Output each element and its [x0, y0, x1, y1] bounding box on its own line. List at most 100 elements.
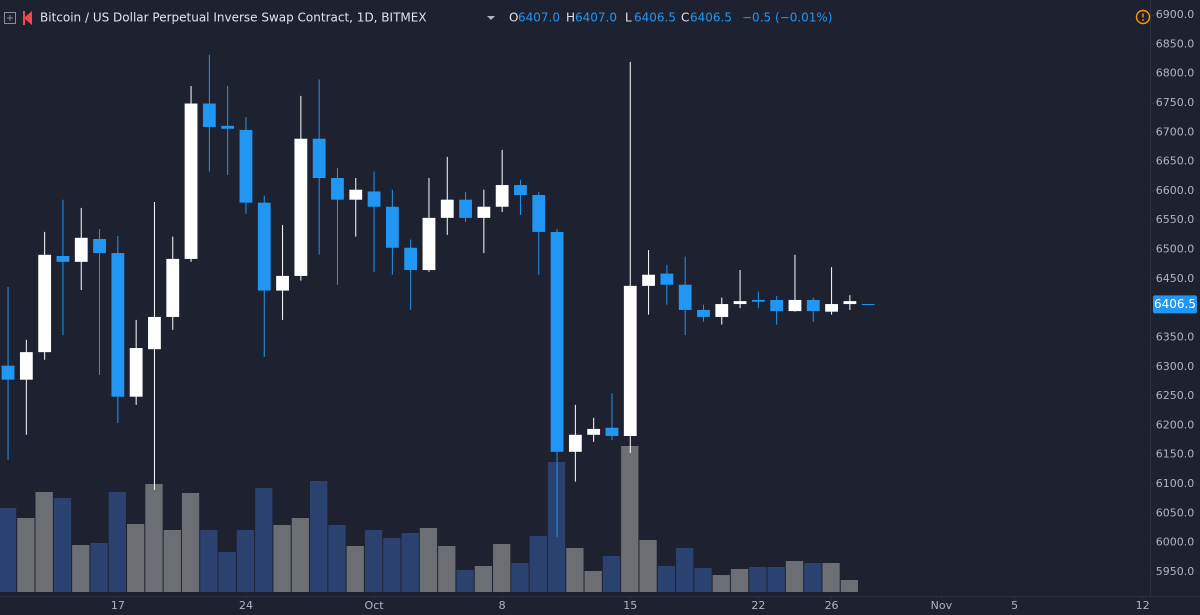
volume-bar: [328, 525, 346, 592]
candle-body: [715, 304, 729, 317]
volume-bar: [255, 488, 273, 592]
y-tick-label: 6200.0: [1156, 418, 1195, 431]
volume-bar: [804, 563, 822, 592]
y-tick-label: 6350.0: [1156, 330, 1195, 343]
volume-bar: [639, 540, 657, 592]
ohlc-legend: O 6407.0 H 6407.0 L 6406.5 C 6406.5 −0.5 (−0.01%…: [509, 11, 833, 25]
volume-bar: [493, 544, 511, 592]
candle-body: [184, 103, 198, 259]
candle-body: [788, 299, 802, 312]
volume-bar: [419, 528, 438, 592]
volume-bar: [17, 518, 35, 592]
candle-body: [422, 217, 436, 271]
candle-body: [276, 275, 289, 291]
volume-bar: [712, 575, 730, 592]
volume-bar: [364, 530, 383, 592]
warning-icon[interactable]: [1135, 9, 1151, 25]
volume-bar: [218, 552, 236, 592]
volume-bar: [785, 561, 804, 592]
candle-body: [349, 189, 363, 200]
candle-body: [202, 103, 216, 127]
y-tick-label: 6100.0: [1156, 477, 1195, 490]
y-tick-label: 6300.0: [1156, 360, 1195, 373]
candle-body: [861, 304, 875, 306]
volume-bar: [730, 569, 749, 592]
volume-bar: [236, 530, 255, 592]
x-tick-label: 22: [751, 599, 765, 612]
candle-body: [239, 129, 253, 203]
last-price-label: 6406.5: [1154, 297, 1196, 311]
candle-body: [385, 206, 399, 248]
volume-bar: [767, 567, 785, 592]
candle-body: [678, 284, 692, 310]
candle-body: [843, 301, 857, 305]
last-price-box: [1153, 295, 1197, 314]
candle-body: [111, 253, 125, 397]
candle-body: [825, 304, 838, 312]
candle-body: [440, 199, 454, 218]
candle-body: [770, 299, 784, 312]
y-tick-label: 6850.0: [1156, 37, 1195, 50]
y-tick-label: 6250.0: [1156, 389, 1195, 402]
legend-value: 6406.5: [690, 11, 732, 25]
candle-body: [495, 185, 509, 207]
volume-bar: [145, 484, 163, 592]
y-tick-label: 6700.0: [1156, 125, 1195, 138]
y-tick-label: 6150.0: [1156, 448, 1195, 461]
x-tick-label: 12: [1136, 599, 1150, 612]
candle-body: [514, 185, 527, 195]
candle-body: [166, 258, 180, 317]
volume-bar: [72, 545, 90, 592]
volume-bar: [529, 536, 547, 592]
y-tick-label: 6050.0: [1156, 506, 1195, 519]
collapse-icon[interactable]: [4, 12, 16, 24]
y-tick-label: 6450.0: [1156, 272, 1195, 285]
legend-value: 6406.5: [634, 11, 676, 25]
volume-bar: [694, 568, 712, 592]
candle-body: [587, 428, 601, 435]
title-menu-caret[interactable]: [487, 16, 495, 20]
chart-title: Bitcoin / US Dollar Perpetual Inverse Sw…: [40, 11, 427, 25]
candle-body: [129, 348, 143, 397]
legend-key: L: [625, 11, 632, 25]
y-tick-label: 6000.0: [1156, 536, 1195, 549]
y-tick-label: 5950.0: [1156, 565, 1195, 578]
volume-bar: [621, 446, 639, 592]
volume-bar: [0, 508, 17, 592]
volume-bar: [456, 570, 474, 592]
y-tick-label: 6800.0: [1156, 67, 1195, 80]
x-tick-label: 15: [623, 599, 637, 612]
candle-body: [331, 177, 344, 200]
candle-body: [751, 299, 765, 302]
volume-bar: [291, 518, 310, 592]
candle-body: [459, 199, 472, 218]
candle-body: [660, 273, 674, 285]
legend-key: C: [681, 11, 689, 25]
candle-body: [568, 434, 582, 452]
y-tick-label: 6750.0: [1156, 96, 1195, 109]
y-tick-label: 6550.0: [1156, 213, 1195, 226]
volume-bar: [602, 556, 621, 592]
candle-body: [1, 365, 15, 380]
candle-body: [19, 352, 33, 380]
warning-icon-dot: [1142, 19, 1144, 21]
candle-body: [257, 202, 271, 291]
volume-bar: [200, 530, 218, 592]
candle-body: [642, 274, 655, 286]
volume-bar: [840, 580, 859, 592]
y-tick-label: 6900.0: [1156, 8, 1195, 21]
candle-body: [294, 138, 308, 276]
volume-bar: [822, 563, 840, 592]
y-tick-label: 6500.0: [1156, 243, 1195, 256]
candle-body: [697, 309, 710, 317]
volume-bar: [511, 563, 529, 592]
x-tick-label: 24: [239, 599, 253, 612]
x-tick-label: Oct: [365, 599, 385, 612]
legend-value: 6407.0: [518, 11, 560, 25]
candle-body: [477, 206, 491, 218]
volume-bar: [181, 493, 200, 592]
legend-key: O: [509, 11, 518, 25]
legend-key: H: [566, 11, 575, 25]
